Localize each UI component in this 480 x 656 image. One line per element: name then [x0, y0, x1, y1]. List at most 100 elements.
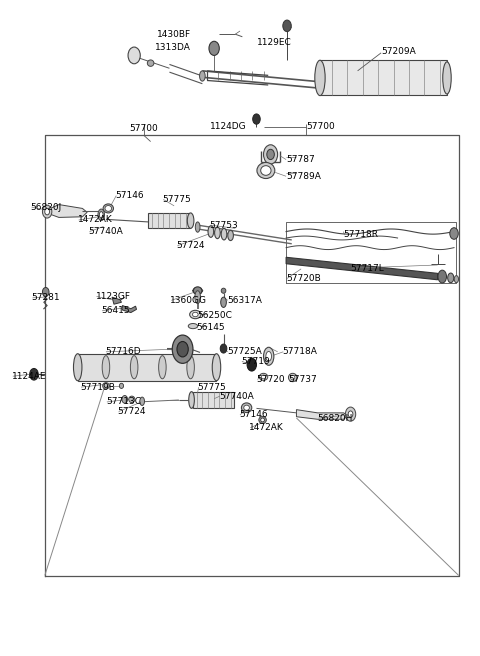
Text: 57737: 57737 [288, 375, 317, 384]
Ellipse shape [129, 396, 135, 403]
Ellipse shape [261, 166, 271, 175]
Circle shape [220, 344, 227, 353]
Ellipse shape [288, 373, 297, 382]
Circle shape [42, 205, 52, 218]
Circle shape [264, 145, 277, 164]
Ellipse shape [262, 375, 265, 379]
Ellipse shape [228, 230, 233, 241]
Ellipse shape [103, 204, 113, 213]
Text: 57720B: 57720B [286, 274, 321, 283]
Text: 57753: 57753 [209, 220, 238, 230]
Ellipse shape [257, 163, 275, 178]
Text: 57146: 57146 [115, 191, 144, 200]
Text: 57775: 57775 [198, 382, 227, 392]
Ellipse shape [443, 62, 451, 94]
Ellipse shape [140, 397, 144, 405]
Ellipse shape [448, 273, 454, 283]
Ellipse shape [188, 323, 198, 329]
Ellipse shape [290, 375, 295, 380]
Circle shape [247, 358, 256, 371]
Circle shape [177, 342, 188, 357]
Ellipse shape [221, 228, 227, 240]
Text: 1430BF: 1430BF [156, 30, 191, 39]
Ellipse shape [105, 205, 111, 211]
Ellipse shape [261, 418, 264, 422]
Ellipse shape [221, 297, 227, 308]
Text: 57787: 57787 [286, 155, 315, 164]
Ellipse shape [195, 222, 200, 232]
Bar [320, 60, 447, 95]
Ellipse shape [187, 356, 194, 379]
Ellipse shape [259, 373, 268, 380]
Text: 57725A: 57725A [227, 347, 262, 356]
Ellipse shape [200, 71, 205, 81]
Text: 1360GG: 1360GG [170, 296, 207, 305]
Ellipse shape [208, 226, 214, 237]
Polygon shape [192, 288, 203, 293]
Circle shape [283, 20, 291, 31]
Text: 57720: 57720 [256, 375, 285, 384]
Text: 57700: 57700 [306, 122, 335, 131]
Ellipse shape [215, 227, 220, 239]
Text: 56250C: 56250C [198, 312, 232, 320]
Ellipse shape [158, 356, 166, 379]
Text: 57789A: 57789A [286, 172, 321, 181]
Text: 57717L: 57717L [350, 264, 384, 273]
Text: 57146: 57146 [239, 410, 268, 419]
Text: 57716D: 57716D [105, 347, 141, 356]
Text: 56415: 56415 [101, 306, 130, 315]
Ellipse shape [99, 212, 103, 218]
Ellipse shape [103, 382, 109, 389]
Circle shape [346, 407, 356, 421]
Ellipse shape [193, 287, 202, 295]
Circle shape [172, 335, 193, 363]
Circle shape [128, 47, 140, 64]
Ellipse shape [438, 270, 446, 283]
Text: 1472AK: 1472AK [78, 216, 112, 224]
Polygon shape [45, 205, 87, 217]
Text: 1123GF: 1123GF [96, 292, 131, 301]
Ellipse shape [212, 354, 221, 380]
Bar [78, 354, 216, 380]
Ellipse shape [131, 356, 138, 379]
Circle shape [252, 114, 260, 124]
Text: 1472AK: 1472AK [250, 423, 284, 432]
Ellipse shape [241, 403, 252, 413]
Ellipse shape [221, 288, 226, 293]
Circle shape [450, 228, 458, 239]
Ellipse shape [259, 417, 266, 424]
Text: 56145: 56145 [197, 323, 225, 332]
Circle shape [42, 287, 49, 297]
Ellipse shape [147, 60, 154, 66]
Text: 56820H: 56820H [318, 413, 353, 422]
Ellipse shape [454, 276, 458, 283]
Ellipse shape [195, 291, 201, 304]
Ellipse shape [120, 383, 123, 388]
Text: 57719: 57719 [241, 357, 270, 366]
Circle shape [267, 150, 275, 159]
Text: 57740A: 57740A [88, 227, 123, 236]
Polygon shape [122, 306, 136, 312]
Text: 57718R: 57718R [344, 230, 379, 239]
Text: 57719B: 57719B [80, 382, 115, 392]
Text: 56820J: 56820J [31, 203, 62, 212]
Text: 57724: 57724 [118, 407, 146, 416]
Text: 56317A: 56317A [227, 296, 262, 305]
Bar [148, 213, 190, 228]
Ellipse shape [244, 405, 250, 410]
Ellipse shape [266, 352, 272, 361]
Text: 1124AE: 1124AE [12, 372, 47, 380]
Circle shape [209, 41, 219, 55]
Polygon shape [286, 257, 438, 280]
Ellipse shape [73, 354, 82, 380]
Ellipse shape [264, 347, 274, 365]
Text: 1313DA: 1313DA [155, 43, 191, 52]
Text: 57281: 57281 [32, 293, 60, 302]
Text: 57700: 57700 [129, 124, 158, 133]
Bar [193, 392, 234, 408]
Polygon shape [297, 409, 348, 419]
Polygon shape [112, 297, 121, 304]
Text: 57713C: 57713C [106, 398, 141, 407]
Ellipse shape [192, 312, 198, 317]
Text: 57718A: 57718A [282, 347, 317, 356]
